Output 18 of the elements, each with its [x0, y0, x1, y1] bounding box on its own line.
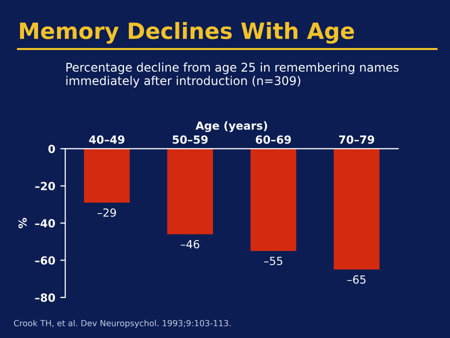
text: Crook TH, et al. Dev Neuropsychol. 1993;9:103-113.: [14, 320, 231, 328]
y-tick-label: 0: [48, 144, 55, 154]
data-label: –65: [347, 275, 366, 284]
y-tick-label: –80: [35, 293, 55, 302]
data-label: –29: [98, 208, 116, 217]
y-tick-label: –20: [35, 182, 55, 190]
x-tick-label: 70–79: [339, 135, 374, 144]
y-tick-label: –40: [35, 219, 55, 228]
x-tick-label: 40–49: [89, 135, 124, 144]
x-tick-label: 50–59: [172, 135, 208, 144]
x-tick-label: 60–69: [256, 135, 291, 144]
x-axis-title: Age (years): [196, 121, 268, 132]
chart-subtitle: Percentage decline from age 25 in remembering names immediately after introduction (n=309): [66, 62, 399, 88]
chart-title: Memory Declines With Age: [20, 22, 354, 44]
y-tick-label: –60: [35, 256, 55, 265]
data-label: –46: [180, 240, 200, 248]
data-label: –55: [264, 256, 282, 266]
y-axis-title: %: [18, 218, 27, 228]
